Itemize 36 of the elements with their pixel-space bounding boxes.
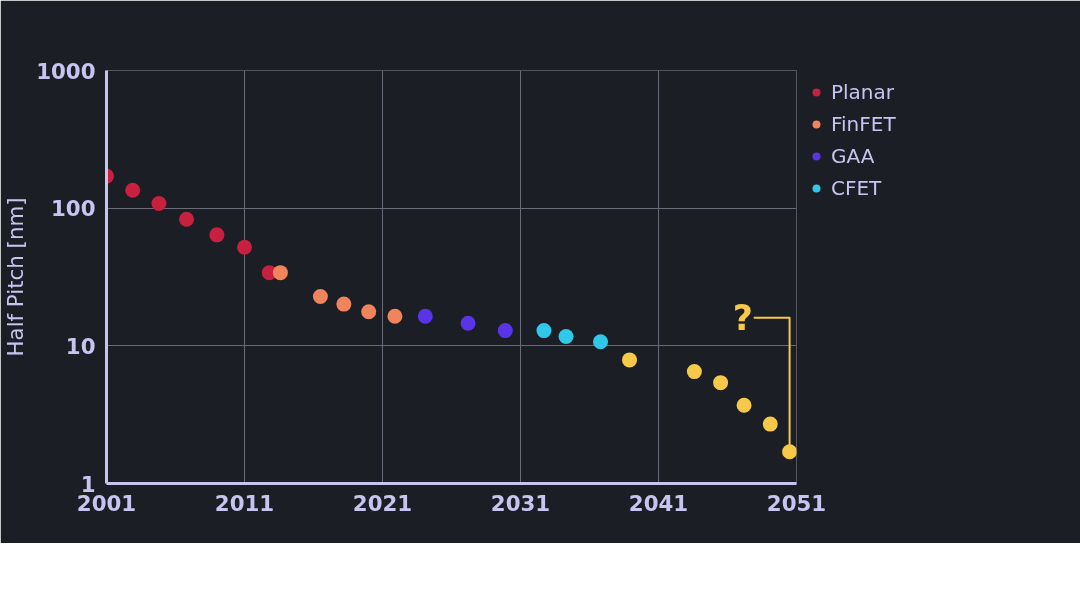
point	[237, 239, 252, 255]
point	[782, 444, 797, 460]
point	[558, 328, 574, 344]
legend-label: GAA	[831, 144, 875, 168]
point	[622, 352, 638, 368]
point	[713, 375, 729, 391]
annotation: ?	[732, 297, 753, 338]
point	[497, 323, 513, 339]
point	[179, 211, 195, 227]
x-tick-label: 2051	[766, 490, 827, 516]
point	[686, 364, 702, 380]
x-tick-label: 2031	[490, 490, 551, 516]
point	[209, 227, 225, 243]
point	[417, 308, 433, 324]
y-tick-label: 10	[65, 333, 96, 359]
point	[312, 289, 328, 305]
legend-label: Planar	[831, 80, 895, 104]
point	[272, 265, 288, 281]
x-tick-label: 2011	[214, 490, 275, 516]
point	[336, 296, 352, 312]
x-tick-label: 2021	[352, 490, 413, 516]
point	[125, 182, 141, 198]
point	[151, 196, 167, 212]
point	[536, 323, 552, 339]
legend-label: FinFET	[831, 112, 896, 136]
point	[361, 304, 377, 320]
y-tick-label: 100	[50, 196, 96, 222]
x-tick-label: 2041	[628, 490, 689, 516]
point	[460, 315, 476, 331]
point	[593, 334, 609, 350]
y-axis-title: Half Pitch [nm]	[3, 197, 29, 357]
point	[387, 308, 403, 324]
legend-label: CFET	[831, 176, 882, 200]
y-tick-label: 1000	[36, 58, 96, 84]
point	[736, 397, 752, 413]
point	[762, 416, 778, 432]
